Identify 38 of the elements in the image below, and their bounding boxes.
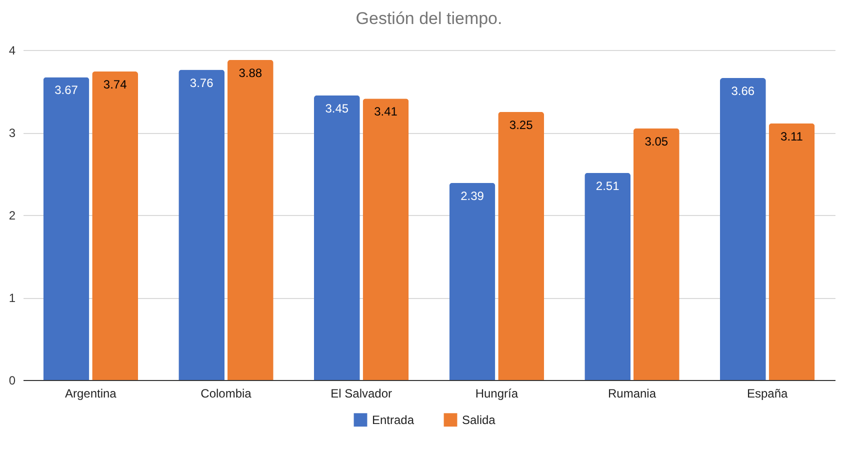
y-tick-label: 4: [8, 44, 16, 58]
bar: [498, 112, 544, 380]
x-tick-label: Rumania: [608, 386, 656, 400]
data-label: 3.88: [238, 66, 262, 80]
data-label: 2.39: [460, 188, 484, 203]
bar: [362, 98, 409, 380]
chart-title: Gestión del tiempo.: [356, 9, 502, 28]
bar: [314, 95, 360, 380]
bar: [768, 123, 815, 380]
bar: [584, 172, 631, 380]
x-tick-label: Argentina: [64, 386, 117, 400]
bar: [43, 77, 90, 380]
bar: [633, 128, 680, 380]
y-tick-label: 3: [8, 126, 16, 140]
data-label: 3.66: [731, 84, 755, 98]
data-label: 3.76: [190, 76, 214, 90]
data-label: 3.41: [374, 104, 398, 119]
data-label: 3.74: [103, 77, 128, 92]
data-label: 3.11: [780, 129, 804, 144]
data-label: 3.25: [509, 118, 534, 132]
x-tick-label: El Salvador: [330, 386, 392, 400]
x-tick-label: Colombia: [200, 386, 252, 400]
bar: [178, 70, 225, 380]
legend-label: Salida: [462, 412, 496, 427]
data-label: 2.51: [596, 178, 620, 193]
y-tick-label: 2: [8, 208, 16, 222]
y-tick-label: 0: [8, 374, 16, 388]
x-tick-label: España: [746, 386, 788, 400]
data-label: 3.67: [54, 83, 78, 98]
x-tick-label: Hungría: [475, 386, 518, 400]
bar: [227, 60, 274, 380]
bar: [449, 182, 496, 380]
bar: [92, 71, 138, 380]
legend-label: Entrada: [372, 412, 414, 427]
data-label: 3.45: [325, 101, 349, 116]
bar: [720, 78, 766, 380]
data-label: 3.05: [644, 134, 668, 148]
y-tick-label: 1: [8, 291, 16, 305]
